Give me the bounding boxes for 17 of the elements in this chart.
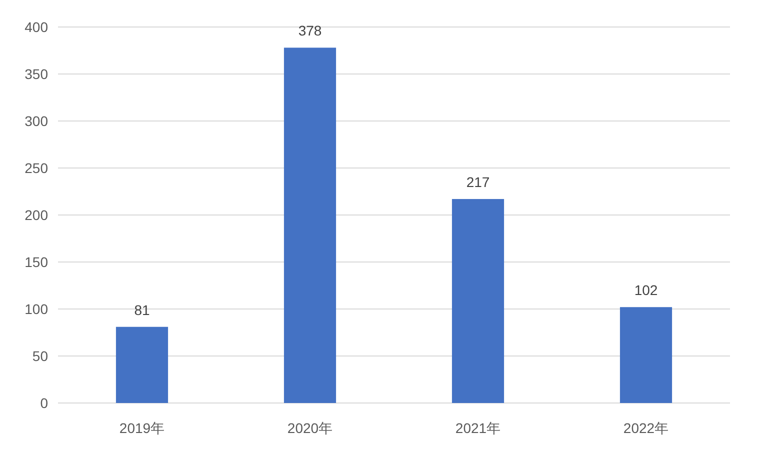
data-label: 81	[134, 302, 150, 318]
y-tick-label: 200	[24, 207, 48, 223]
x-tick-label: 2019年	[119, 420, 165, 436]
y-tick-label: 250	[24, 160, 48, 176]
y-tick-label: 300	[24, 113, 48, 129]
y-tick-label: 150	[24, 254, 48, 270]
data-label: 217	[466, 174, 490, 190]
y-tick-label: 100	[24, 301, 48, 317]
y-tick-label: 350	[24, 66, 48, 82]
y-tick-label: 0	[40, 395, 48, 411]
x-tick-label: 2021年	[455, 420, 501, 436]
data-label: 378	[298, 22, 322, 39]
y-tick-label: 400	[24, 19, 48, 35]
data-label: 102	[634, 282, 658, 298]
y-tick-label: 50	[32, 348, 48, 364]
x-tick-label: 2022年	[623, 420, 669, 436]
x-tick-label: 2020年	[287, 420, 333, 436]
